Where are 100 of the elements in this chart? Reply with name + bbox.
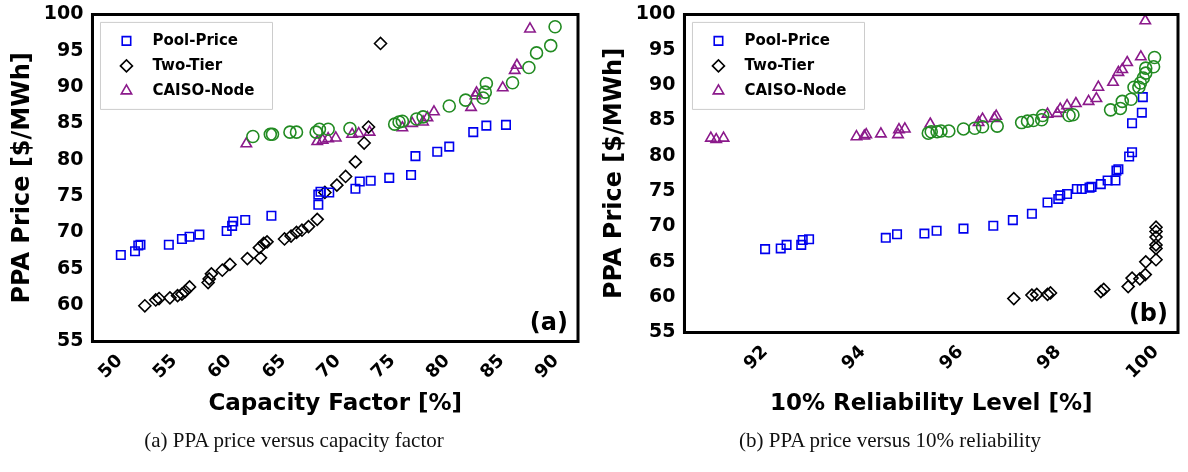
point bbox=[1025, 288, 1039, 302]
point bbox=[240, 136, 253, 148]
point bbox=[1133, 76, 1148, 90]
legend-label: Pool-Price bbox=[744, 30, 831, 49]
point bbox=[152, 291, 166, 306]
point bbox=[395, 114, 410, 129]
point bbox=[204, 267, 219, 281]
point bbox=[478, 85, 493, 99]
point bbox=[184, 231, 195, 242]
x-tick-label: 80 bbox=[420, 349, 454, 382]
point bbox=[338, 169, 353, 184]
point bbox=[1121, 279, 1135, 294]
point bbox=[1061, 98, 1074, 110]
point bbox=[892, 127, 904, 139]
point bbox=[194, 229, 205, 240]
point bbox=[148, 293, 163, 307]
point bbox=[240, 251, 255, 266]
point bbox=[283, 125, 297, 139]
point bbox=[442, 99, 457, 113]
point bbox=[1026, 208, 1037, 219]
point bbox=[1121, 55, 1134, 67]
point bbox=[1136, 107, 1147, 118]
point bbox=[958, 223, 969, 234]
point bbox=[1134, 50, 1147, 61]
point bbox=[804, 234, 815, 245]
point bbox=[1102, 175, 1113, 186]
y-tick-label: 80 bbox=[649, 142, 676, 165]
annotation: (a) bbox=[529, 307, 568, 336]
y-tick-label: 85 bbox=[649, 107, 676, 130]
point bbox=[468, 127, 479, 138]
point bbox=[1138, 61, 1153, 75]
point bbox=[704, 131, 717, 142]
point bbox=[253, 251, 268, 265]
point bbox=[1124, 151, 1135, 162]
x-tick-label: 98 bbox=[1031, 340, 1065, 374]
point bbox=[277, 232, 292, 246]
point bbox=[1149, 224, 1163, 239]
point bbox=[1107, 75, 1120, 87]
point bbox=[976, 112, 989, 123]
point bbox=[990, 119, 1004, 133]
point bbox=[252, 240, 267, 255]
x-tick-label: 90 bbox=[529, 349, 563, 382]
point bbox=[760, 244, 771, 255]
y-tick-label: 90 bbox=[57, 74, 84, 97]
x-axis-title: Capacity Factor [%] bbox=[208, 389, 463, 416]
point bbox=[1095, 179, 1106, 190]
point bbox=[1054, 102, 1067, 113]
point bbox=[1034, 112, 1049, 127]
point bbox=[346, 127, 359, 139]
point bbox=[1082, 94, 1095, 106]
point bbox=[880, 232, 891, 243]
point bbox=[354, 176, 365, 187]
x-tick-label: 85 bbox=[475, 349, 508, 382]
point bbox=[409, 112, 424, 126]
y-tick-label: 60 bbox=[57, 292, 84, 315]
point bbox=[1149, 238, 1163, 252]
point bbox=[392, 115, 406, 129]
point bbox=[1071, 183, 1082, 195]
point bbox=[1133, 272, 1147, 286]
point bbox=[1007, 215, 1018, 226]
point bbox=[972, 115, 985, 127]
point bbox=[500, 119, 512, 130]
point bbox=[1062, 108, 1076, 123]
point bbox=[365, 175, 376, 186]
point bbox=[924, 117, 937, 128]
point bbox=[318, 185, 332, 200]
point bbox=[227, 220, 238, 231]
point bbox=[284, 229, 298, 243]
point bbox=[406, 116, 419, 128]
point bbox=[289, 125, 304, 139]
point bbox=[975, 120, 990, 134]
point bbox=[874, 127, 887, 138]
point bbox=[891, 229, 903, 240]
point bbox=[1062, 188, 1073, 200]
point bbox=[892, 122, 905, 134]
point bbox=[522, 60, 536, 75]
point bbox=[427, 104, 440, 116]
point bbox=[138, 299, 152, 313]
y-tick-label: 65 bbox=[649, 248, 676, 271]
point bbox=[850, 129, 863, 141]
point bbox=[796, 239, 807, 250]
point bbox=[988, 220, 999, 231]
point bbox=[496, 81, 509, 92]
point bbox=[508, 63, 521, 75]
point bbox=[1124, 92, 1138, 107]
point bbox=[350, 183, 361, 194]
y-tick-label: 95 bbox=[649, 36, 676, 59]
point bbox=[432, 146, 443, 157]
point bbox=[717, 131, 730, 142]
point bbox=[221, 225, 232, 236]
point bbox=[781, 239, 792, 250]
point bbox=[129, 246, 141, 257]
y-tick-label: 70 bbox=[57, 219, 84, 242]
point bbox=[343, 121, 357, 136]
point bbox=[1138, 255, 1153, 269]
point bbox=[387, 117, 402, 131]
x-tick-label: 55 bbox=[147, 349, 181, 382]
point bbox=[1136, 71, 1151, 85]
x-tick-label: 65 bbox=[256, 349, 290, 382]
point bbox=[1147, 50, 1162, 65]
